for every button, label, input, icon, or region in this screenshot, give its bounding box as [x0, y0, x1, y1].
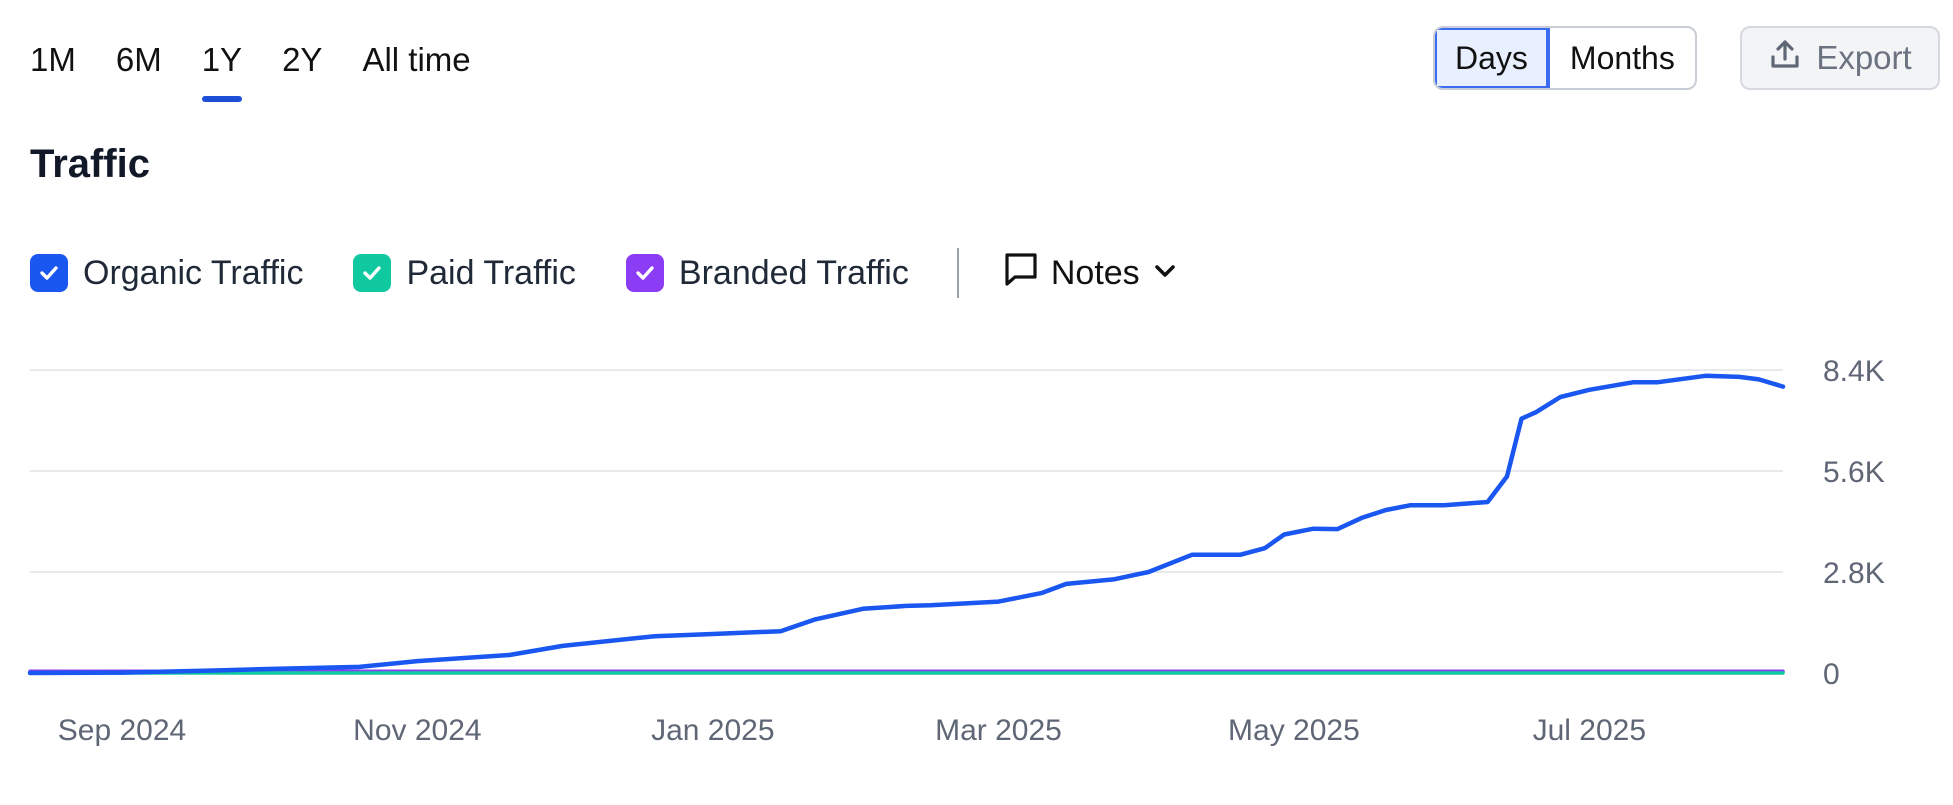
series-line-organic-traffic	[27, 373, 1786, 676]
x-tick-label: May 2025	[1228, 714, 1360, 747]
legend-item-organic-traffic[interactable]: Organic Traffic	[30, 254, 303, 293]
y-tick-label: 2.8K	[1823, 557, 1885, 590]
x-tick-label: Jan 2025	[651, 714, 774, 747]
notes-label: Notes	[1050, 253, 1140, 292]
days-button[interactable]: Days	[1435, 28, 1550, 88]
granularity-toggle: Days Months	[1433, 26, 1697, 90]
period-tab-1m[interactable]: 1M	[30, 41, 76, 78]
checkbox[interactable]	[625, 254, 664, 292]
x-tick-label: Sep 2024	[58, 714, 186, 747]
period-tab-6m[interactable]: 6M	[115, 41, 162, 78]
checkbox[interactable]	[30, 254, 68, 292]
legend-divider	[956, 248, 959, 298]
upload-icon	[1768, 37, 1802, 79]
x-tick-label: Mar 2025	[935, 714, 1062, 747]
y-tick-label: 5.6K	[1823, 456, 1885, 489]
period-tabs: 1M 6M 1Y 2Y All time	[30, 30, 511, 102]
period-tab-1y[interactable]: 1Y	[201, 30, 243, 102]
legend: Organic Traffic Paid Traffic Branded Traff…	[30, 248, 1178, 298]
legend-label: Organic Traffic	[83, 253, 304, 292]
period-tab-2y[interactable]: 2Y	[282, 41, 323, 78]
comment-icon	[1003, 251, 1039, 296]
chevron-down-icon	[1152, 254, 1178, 293]
y-tick-label: 8.4K	[1823, 355, 1885, 388]
legend-label: Branded Traffic	[678, 253, 909, 292]
check-icon	[363, 266, 382, 280]
period-tab-all-time[interactable]: All time	[362, 41, 471, 78]
legend-item-branded-traffic[interactable]: Branded Traffic	[625, 253, 909, 293]
traffic-chart: 0 2.8K 5.6K 8.4K Sep 2024 Nov 2024 Jan 2025 Mar…	[27, 355, 1885, 747]
x-tick-label: Nov 2024	[353, 714, 481, 747]
notes-dropdown[interactable]: Notes	[1003, 251, 1178, 296]
check-icon	[40, 266, 58, 280]
export-button[interactable]: Export	[1740, 26, 1940, 90]
legend-item-paid-traffic[interactable]: Paid Traffic	[353, 253, 576, 293]
checkbox[interactable]	[353, 254, 392, 292]
export-label: Export	[1816, 39, 1912, 76]
months-button[interactable]: Months	[1569, 40, 1675, 76]
check-icon	[636, 266, 654, 280]
y-tick-label: 0	[1823, 658, 1840, 691]
legend-label: Paid Traffic	[406, 253, 576, 292]
x-tick-label: Jul 2025	[1533, 714, 1646, 747]
page-title: Traffic	[30, 142, 151, 186]
